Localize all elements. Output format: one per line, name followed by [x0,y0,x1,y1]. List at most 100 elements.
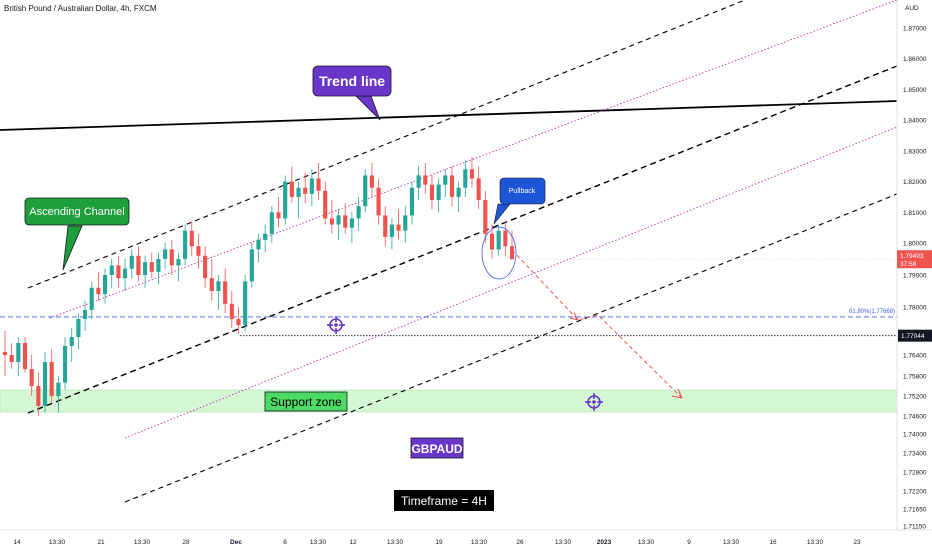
candle-body [49,362,54,396]
candle-body [476,178,481,200]
time-tick-label: 13:30 [471,539,488,546]
support-zone-area [0,389,898,413]
candle-body [256,239,261,250]
candle-body [169,249,174,266]
candle-body [189,230,194,247]
candle-body [243,281,248,325]
time-tick-label: 13:30 [555,539,572,546]
symbol-box [410,437,464,459]
candle-body [289,181,294,197]
candle-body [56,382,61,396]
time-axis[interactable]: 14 13:30 21 13:30 28 Dec 6 13:30 12 13:30 19 13:30 2… [13,539,861,546]
candle-body [89,287,94,310]
pullback-callout [499,177,546,205]
candle-body [323,190,328,219]
candle-body [356,206,361,219]
ascending-channel-label: Ascending Channel [29,206,124,218]
candle-body [309,178,314,194]
ascending-channel-pointer [62,225,83,271]
candle-body [223,281,228,304]
candle-body [29,369,34,386]
candle-body [183,230,188,259]
candle-body [303,187,308,194]
time-tick-label: 13:30 [723,539,740,546]
symbol-label: GBPAUD [411,442,462,456]
channel-lower-line [124,193,898,503]
candle-body [429,184,435,200]
candle-body [509,246,515,260]
candle-body [443,175,448,185]
candle-body [336,215,341,225]
fib-level-label: 61.80%(1.77668) [849,309,895,315]
candle-body [62,346,68,383]
price-tick-label: 1.74000 [903,432,927,439]
price-tick-label: 1.78000 [903,305,927,312]
current-price-label: 1.79493 [900,253,924,260]
candle-body [96,287,101,295]
time-tick-label: 16 [769,539,777,546]
support-zone-label: Support zone [270,395,342,409]
level-price-label: 1.77044 [901,333,925,340]
price-axis[interactable]: 1.87000 1.86000 1.85000 1.84000 1.83000 1.820… [897,26,932,531]
time-tick-label: 13:30 [49,539,66,546]
candle-body [216,281,221,291]
candle-body [229,303,234,319]
candle-body [383,215,388,237]
time-tick-label: 6 [283,539,287,546]
current-price-box [897,250,932,269]
time-tick-label: 2023 [597,539,612,546]
candle-body [456,187,461,197]
price-tick-label: 1.72800 [903,470,927,477]
time-tick-label: Dec [230,539,242,546]
pullback-ellipse [481,226,517,280]
candle-body [109,265,114,275]
candle-body [436,184,441,200]
candle-body [296,187,301,197]
candlestick-series [2,157,515,416]
target-dot [592,400,596,404]
countdown-label: 37:58 [900,261,917,268]
candle-body [496,230,501,250]
chart-title: British Pound / Australian Dollar, 4h, F… [4,4,157,13]
time-tick-label: 13:30 [310,539,327,546]
trend-line-label: Trend line [319,73,385,89]
time-tick-label: 13:30 [807,539,824,546]
candle-body [276,212,281,219]
support-zone-box [264,391,348,412]
candle-body [116,265,121,279]
time-tick-label: 21 [97,539,105,546]
candle-body [163,249,168,259]
price-tick-label: 1.75800 [903,374,927,381]
candle-body [123,268,128,279]
timeframe-box [394,490,494,511]
time-tick-label: 13:30 [387,539,404,546]
time-tick-label: 19 [435,539,443,546]
price-tick-label: 1.76400 [903,353,927,360]
trend-line-callout [312,65,392,97]
level-price-box [898,329,932,342]
candle-body [349,218,354,228]
candle-body [136,255,141,275]
candle-body [9,355,14,362]
time-tick-label: 9 [687,539,691,546]
pullback-pointer [493,203,511,225]
candle-body [409,187,415,216]
price-tick-label: 1.73400 [903,451,927,458]
candle-body [329,218,334,225]
candle-body [489,233,495,250]
candle-body [376,187,381,216]
candle-body [463,169,468,188]
price-tick-label: 1.82000 [903,179,927,186]
median-line-upper [49,0,898,319]
trend-line [0,100,898,131]
price-tick-label: 1.79000 [903,273,927,280]
candle-body [416,175,421,188]
price-tick-label: 1.85000 [903,87,927,94]
candle-body [203,255,208,279]
candle-body [469,169,475,179]
time-tick-label: 12 [349,539,357,546]
price-tick-label: 1.86000 [903,56,927,63]
candle-body [449,175,455,197]
pullback-label: Pullback [509,188,536,195]
